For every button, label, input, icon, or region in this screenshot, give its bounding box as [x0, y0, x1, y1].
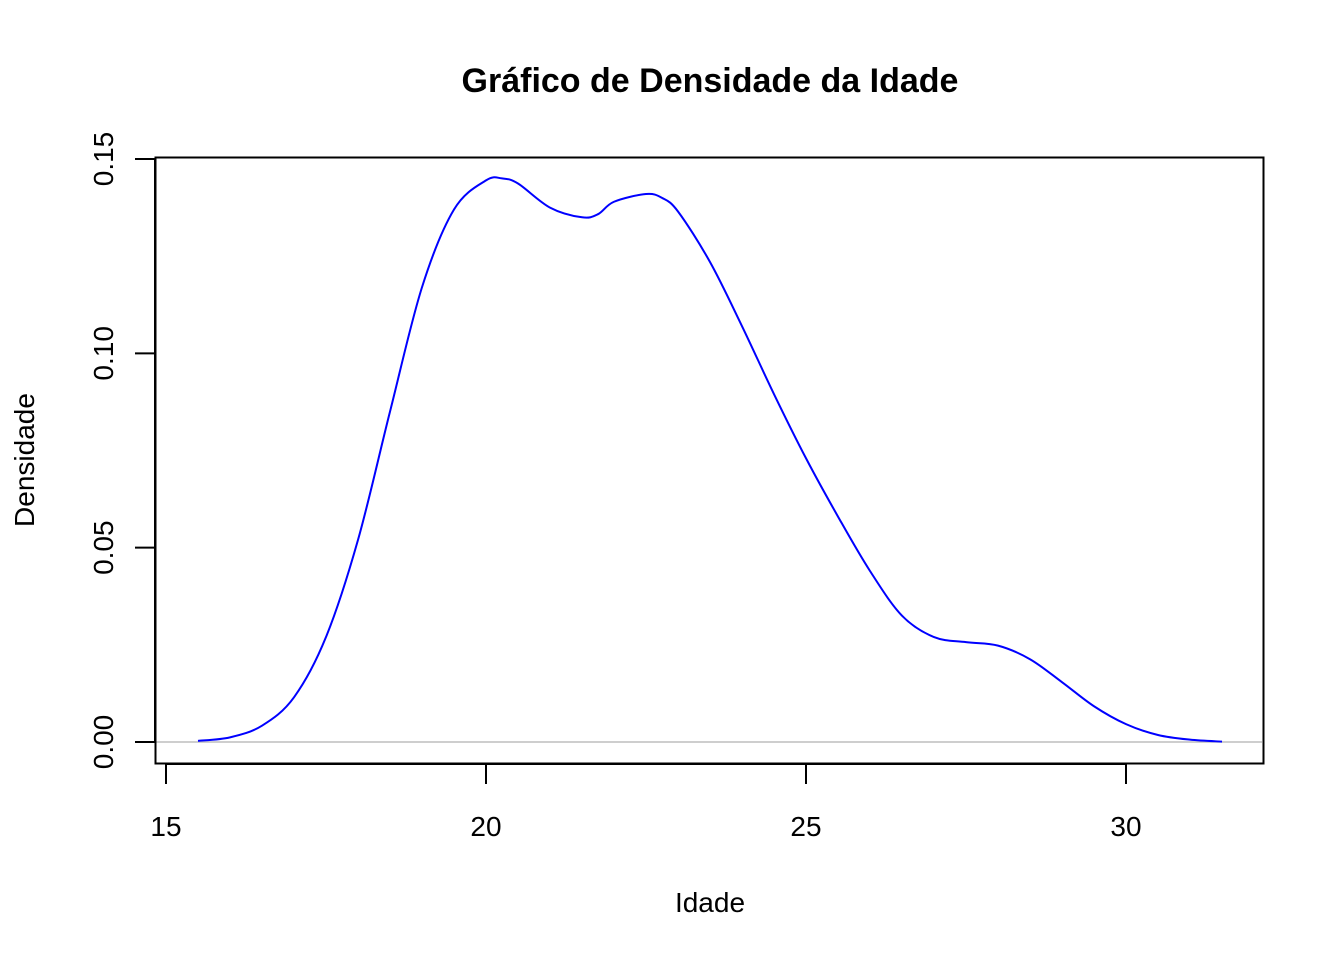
- series-layer: [197, 176, 1223, 743]
- x-axis-label: Idade: [675, 887, 745, 918]
- y-tick-label: 0.10: [88, 326, 119, 381]
- density-line: [197, 176, 1223, 743]
- x-tick-label: 25: [790, 811, 821, 842]
- x-tick-label: 30: [1110, 811, 1141, 842]
- plot-frame: [154, 156, 1265, 765]
- x-tick-label: 15: [150, 811, 181, 842]
- x-axis: 15 20 25 30: [150, 763, 1142, 842]
- y-axis: 0.00 0.05 0.10 0.15: [88, 132, 156, 770]
- y-tick-label: 0.15: [88, 132, 119, 187]
- y-tick-label: 0.05: [88, 520, 119, 575]
- y-axis-label: Densidade: [9, 393, 40, 527]
- y-tick-label: 0.00: [88, 715, 119, 770]
- chart-title: Gráfico de Densidade da Idade: [462, 62, 959, 100]
- x-tick-label: 20: [470, 811, 501, 842]
